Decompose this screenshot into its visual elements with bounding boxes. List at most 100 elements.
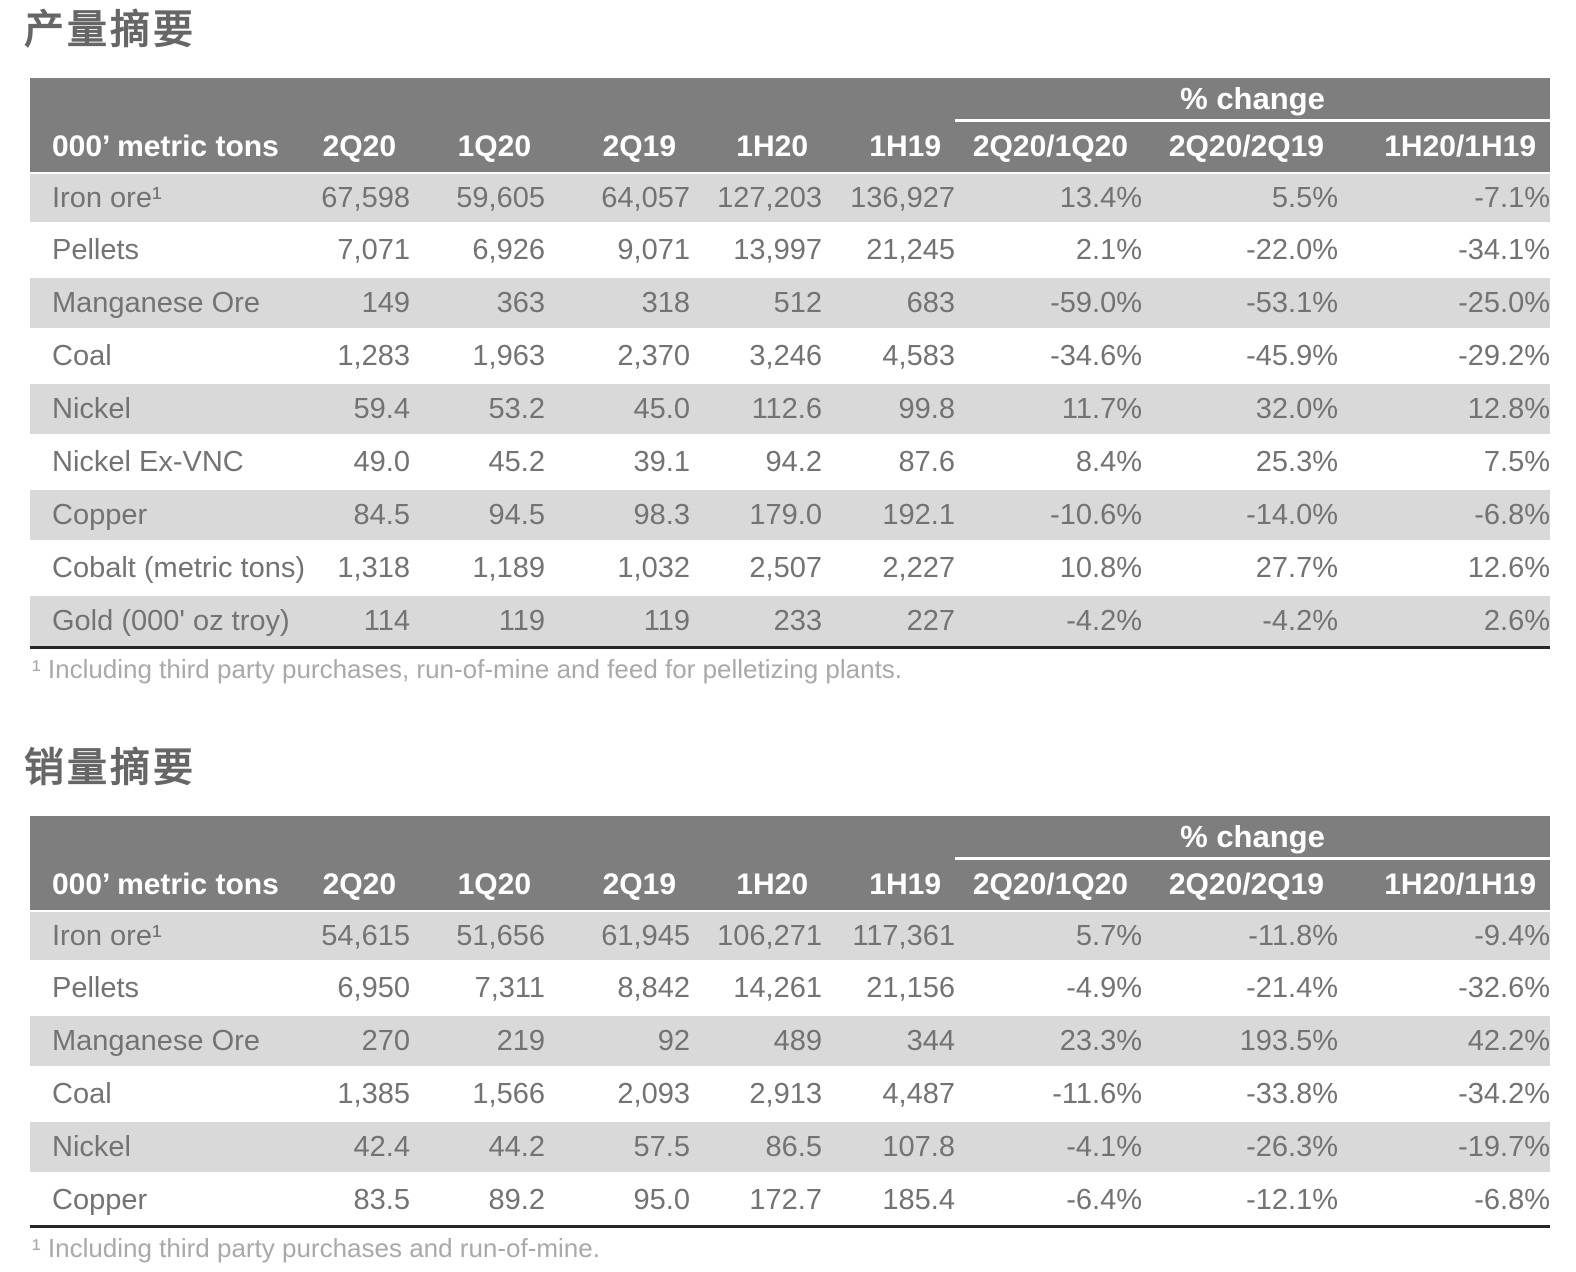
cell: 119: [545, 596, 690, 649]
cell: 7.5%: [1338, 437, 1551, 490]
cell: 233: [690, 596, 822, 649]
cell: 227: [822, 596, 955, 649]
cell: 21,245: [822, 225, 955, 278]
cell: -25.0%: [1338, 278, 1551, 331]
cell: 363: [410, 278, 545, 331]
cell: 179.0: [690, 490, 822, 543]
cell: 98.3: [545, 490, 690, 543]
cell: 2.6%: [1338, 596, 1551, 649]
table-row: Copper 83.5 89.2 95.0 172.7 185.4 -6.4% -12.1% -…: [30, 1175, 1551, 1228]
cell: 2,913: [690, 1069, 822, 1122]
cell: 84.5: [310, 490, 410, 543]
cell: -34.2%: [1338, 1069, 1551, 1122]
cell: -12.1%: [1142, 1175, 1338, 1228]
cell: 7,071: [310, 225, 410, 278]
cell: 45.2: [410, 437, 545, 490]
cell: 27.7%: [1142, 543, 1338, 596]
cell: 1,032: [545, 543, 690, 596]
cell: 39.1: [545, 437, 690, 490]
cell: 13.4%: [955, 172, 1142, 225]
table-row: Pellets 6,950 7,311 8,842 14,261 21,156 -4.9% -…: [30, 963, 1551, 1016]
row-label: Iron ore¹: [30, 172, 310, 225]
pct-change-header: % change: [955, 816, 1551, 860]
cell: 13,997: [690, 225, 822, 278]
cell: 1,963: [410, 331, 545, 384]
cell: -6.8%: [1338, 490, 1551, 543]
cell: 45.0: [545, 384, 690, 437]
cell: 1,566: [410, 1069, 545, 1122]
cell: 1,283: [310, 331, 410, 384]
pct-change-header-row: % change: [30, 816, 1551, 860]
cell: -11.6%: [955, 1069, 1142, 1122]
cell: 59,605: [410, 172, 545, 225]
table-row: Iron ore¹ 54,615 51,656 61,945 106,271 117,36…: [30, 910, 1551, 963]
cell: 12.6%: [1338, 543, 1551, 596]
table-row: Iron ore¹ 67,598 59,605 64,057 127,203 136,92…: [30, 172, 1551, 225]
cell: -26.3%: [1142, 1122, 1338, 1175]
production-table: % change 000’ metric tons 2Q20 1Q20 2Q19…: [30, 78, 1551, 649]
cell: 53.2: [410, 384, 545, 437]
cell: 83.5: [310, 1175, 410, 1228]
cell: -7.1%: [1338, 172, 1551, 225]
cell: 10.8%: [955, 543, 1142, 596]
cell: 489: [690, 1016, 822, 1069]
sales-table: % change 000’ metric tons 2Q20 1Q20 2Q19…: [30, 816, 1551, 1228]
cell: 92: [545, 1016, 690, 1069]
column-header-1h19: 1H19: [822, 860, 955, 910]
column-header-1h20: 1H20: [690, 122, 822, 172]
header-spacer: [30, 816, 955, 860]
cell: 5.7%: [955, 910, 1142, 963]
cell: 6,926: [410, 225, 545, 278]
row-label: Copper: [30, 490, 310, 543]
sales-footnote: ¹ Including third party purchases and ru…: [32, 1233, 600, 1263]
cell: 149: [310, 278, 410, 331]
cell: 318: [545, 278, 690, 331]
table-row: Nickel 59.4 53.2 45.0 112.6 99.8 11.7% 32.0% 12.…: [30, 384, 1551, 437]
cell: 1,189: [410, 543, 545, 596]
row-label: Nickel Ex-VNC: [30, 437, 310, 490]
cell: 193.5%: [1142, 1016, 1338, 1069]
cell: 67,598: [310, 172, 410, 225]
column-header-2q20: 2Q20: [310, 122, 410, 172]
cell: 6,950: [310, 963, 410, 1016]
cell: 1,385: [310, 1069, 410, 1122]
column-header-2q19: 2Q19: [545, 860, 690, 910]
cell: -59.0%: [955, 278, 1142, 331]
header-spacer: [30, 78, 955, 122]
cell: 54,615: [310, 910, 410, 963]
cell: -19.7%: [1338, 1122, 1551, 1175]
pct-change-header: % change: [955, 78, 1551, 122]
table-row: Nickel 42.4 44.2 57.5 86.5 107.8 -4.1% -26.3% -1…: [30, 1122, 1551, 1175]
cell: 119: [410, 596, 545, 649]
column-header-2q20-1q20: 2Q20/1Q20: [955, 122, 1142, 172]
table-row: Copper 84.5 94.5 98.3 179.0 192.1 -10.6% -14.0%…: [30, 490, 1551, 543]
cell: 89.2: [410, 1175, 545, 1228]
cell: 106,271: [690, 910, 822, 963]
cell: -11.8%: [1142, 910, 1338, 963]
cell: 23.3%: [955, 1016, 1142, 1069]
cell: -53.1%: [1142, 278, 1338, 331]
cell: -4.2%: [1142, 596, 1338, 649]
cell: 25.3%: [1142, 437, 1338, 490]
cell: 51,656: [410, 910, 545, 963]
row-label: Pellets: [30, 963, 310, 1016]
cell: 8,842: [545, 963, 690, 1016]
cell: 127,203: [690, 172, 822, 225]
table-row: Coal 1,283 1,963 2,370 3,246 4,583 -34.6% -45.9…: [30, 331, 1551, 384]
cell: 95.0: [545, 1175, 690, 1228]
column-header-2q19: 2Q19: [545, 122, 690, 172]
cell: 42.4: [310, 1122, 410, 1175]
table-row: Cobalt (metric tons) 1,318 1,189 1,032 2,507…: [30, 543, 1551, 596]
column-header-1h19: 1H19: [822, 122, 955, 172]
column-header-2q20-1q20: 2Q20/1Q20: [955, 860, 1142, 910]
cell: 185.4: [822, 1175, 955, 1228]
cell: -32.6%: [1338, 963, 1551, 1016]
cell: 107.8: [822, 1122, 955, 1175]
cell: 2,370: [545, 331, 690, 384]
column-header-1q20: 1Q20: [410, 860, 545, 910]
cell: 683: [822, 278, 955, 331]
cell: -33.8%: [1142, 1069, 1338, 1122]
cell: 57.5: [545, 1122, 690, 1175]
cell: 12.8%: [1338, 384, 1551, 437]
pct-change-header-row: % change: [30, 78, 1551, 122]
